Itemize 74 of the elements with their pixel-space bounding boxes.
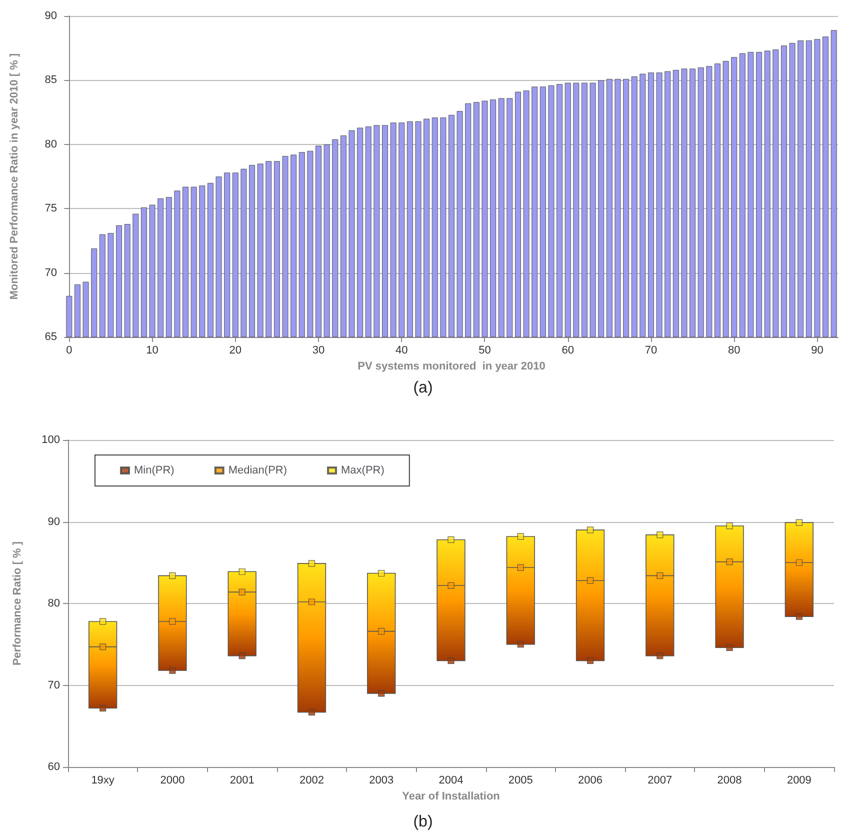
y-tick-label: 65	[44, 331, 57, 343]
y-tick-label: 85	[44, 74, 57, 86]
point	[100, 704, 106, 712]
legend-label: Median(PR)	[228, 464, 288, 476]
x-tick-label: 50	[478, 344, 491, 356]
x-tick-label: 20	[229, 344, 242, 356]
x-tick-label: 2003	[369, 774, 394, 786]
point	[796, 519, 802, 526]
point	[586, 577, 594, 584]
point	[586, 657, 594, 664]
x-tick-label: 2007	[648, 774, 672, 786]
x-axis-title: PV systems monitored in year 2010	[358, 360, 546, 372]
point	[796, 613, 802, 620]
x-tick-label: 2000	[160, 774, 185, 786]
y-axis-title: Monitored Performance Ratio in year 2010 [ % ]	[8, 53, 20, 300]
point	[169, 572, 176, 580]
y-axis-title: Performance Ratio [ % ]	[12, 541, 24, 666]
point	[726, 558, 733, 566]
point	[100, 644, 106, 650]
x-tick-label: 40	[396, 344, 408, 356]
x-tick-label: 2009	[786, 774, 812, 786]
point	[308, 708, 316, 716]
x-tick-label: 90	[811, 344, 824, 356]
point	[796, 559, 802, 566]
y-tick-label: 100	[42, 434, 60, 446]
x-tick-label: 2006	[578, 774, 603, 786]
point	[448, 536, 454, 544]
point	[169, 667, 176, 674]
point	[100, 618, 106, 625]
point	[726, 522, 733, 530]
x-tick-label: 80	[728, 344, 740, 356]
point	[517, 564, 524, 571]
point	[169, 618, 176, 625]
y-tick-label: 75	[44, 202, 57, 215]
point	[656, 652, 664, 660]
point	[586, 526, 594, 534]
point	[726, 644, 733, 651]
y-tick-label: 90	[44, 10, 57, 22]
x-tick-label: 2008	[717, 774, 742, 786]
y-tick-label: 70	[44, 266, 57, 279]
point	[308, 598, 316, 606]
x-tick-label: 70	[644, 344, 658, 356]
point	[238, 652, 246, 660]
point	[517, 533, 524, 540]
x-tick-label: 2002	[299, 774, 324, 786]
point	[378, 690, 385, 697]
x-tick-label: 0	[66, 344, 72, 356]
x-tick-label: 2004	[438, 774, 464, 786]
x-tick-label: 10	[146, 344, 158, 356]
x-tick-label: 2005	[508, 774, 533, 786]
point	[448, 657, 454, 664]
point	[517, 641, 524, 648]
point	[378, 628, 385, 635]
x-tick-label: 19xy	[91, 774, 115, 786]
y-tick-label: 80	[44, 138, 57, 150]
point	[238, 568, 246, 575]
point	[656, 532, 664, 538]
y-tick-label: 60	[48, 761, 60, 773]
point	[656, 572, 664, 580]
x-axis-title: Year of Installation	[402, 790, 500, 802]
point	[308, 560, 316, 567]
point	[448, 582, 454, 589]
x-tick-label: 30	[312, 344, 325, 356]
x-tick-label: 60	[562, 344, 574, 356]
legend-label: Min(PR)	[134, 464, 174, 476]
legend-label: Max(PR)	[341, 464, 384, 476]
y-tick-label: 90	[48, 516, 60, 528]
point	[238, 588, 246, 596]
text: (b)	[413, 814, 433, 830]
x-tick-label: 2001	[230, 774, 254, 786]
y-tick-label: 80	[48, 598, 60, 610]
text: (a)	[413, 380, 433, 396]
y-tick-label: 70	[48, 679, 60, 692]
point	[378, 570, 385, 577]
